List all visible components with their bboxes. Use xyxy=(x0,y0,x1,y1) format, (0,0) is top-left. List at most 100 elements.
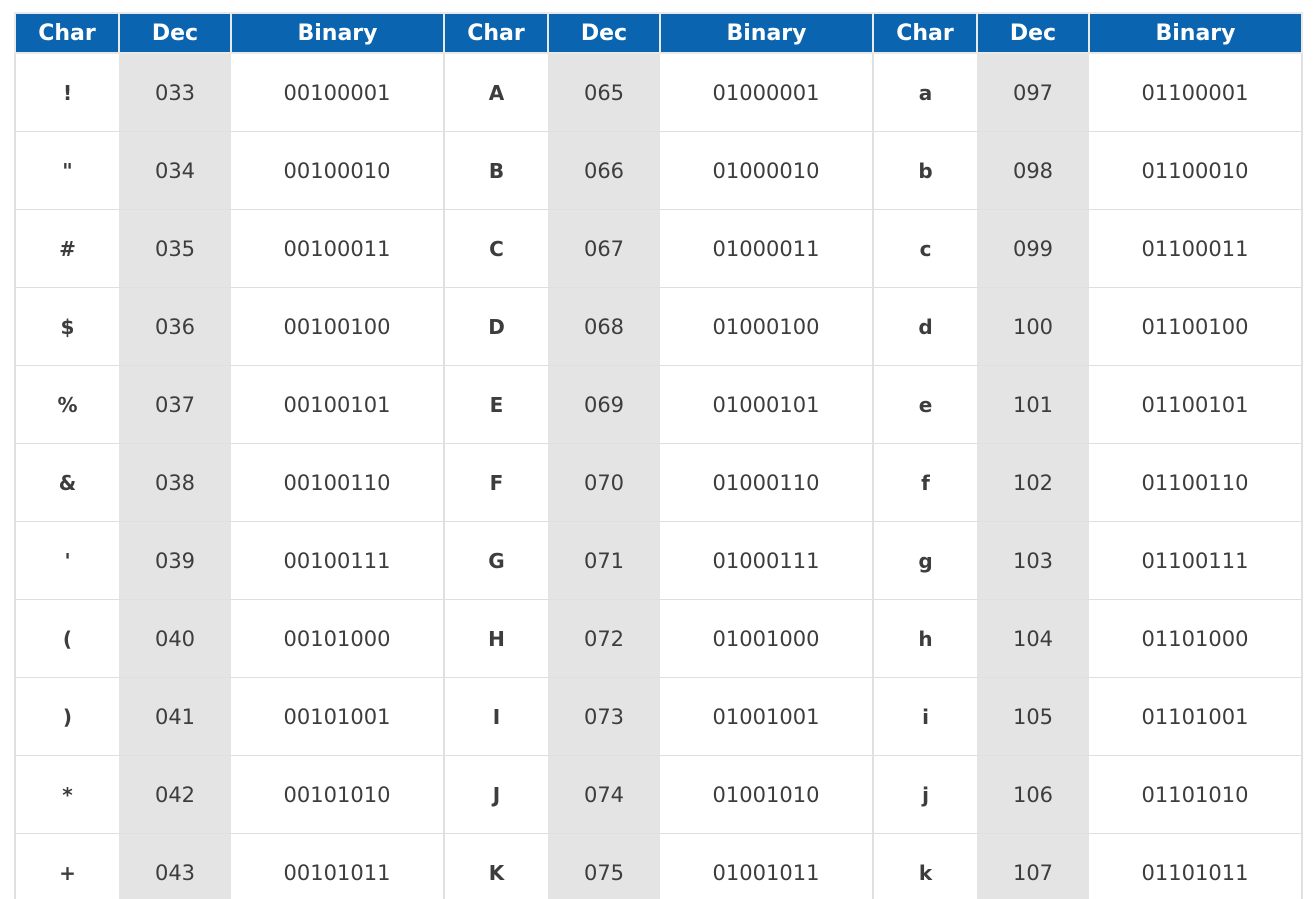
char-cell: ) xyxy=(14,677,119,756)
binary-cell: 01000101 xyxy=(660,365,874,444)
binary-cell: 00100110 xyxy=(231,443,445,522)
char-cell: F xyxy=(443,443,548,522)
char-cell: I xyxy=(443,677,548,756)
column-header-dec: Dec xyxy=(547,12,661,54)
decimal-cell: 040 xyxy=(119,599,231,678)
table-row: ! 033 00100001 A 065 01000001 a 097 01100001 xyxy=(14,52,1303,132)
char-cell: i xyxy=(872,677,977,756)
char-cell: J xyxy=(443,755,548,834)
char-cell: c xyxy=(872,209,977,288)
binary-cell: 01101010 xyxy=(1089,755,1303,834)
decimal-cell: 068 xyxy=(548,287,660,366)
decimal-cell: 036 xyxy=(119,287,231,366)
binary-cell: 00100001 xyxy=(231,52,445,132)
header-row: Char Dec Binary Char Dec Binary Char Dec Binary xyxy=(14,12,1303,54)
binary-cell: 01001010 xyxy=(660,755,874,834)
decimal-cell: 102 xyxy=(977,443,1089,522)
decimal-cell: 033 xyxy=(119,52,231,132)
decimal-cell: 038 xyxy=(119,443,231,522)
decimal-cell: 042 xyxy=(119,755,231,834)
char-cell: G xyxy=(443,521,548,600)
char-cell: h xyxy=(872,599,977,678)
binary-cell: 01100001 xyxy=(1089,52,1303,132)
table-row: +043 00101011 K 075 01001011 k 107 01101011 xyxy=(14,833,1303,899)
char-cell: # xyxy=(14,209,119,288)
char-cell: j xyxy=(872,755,977,834)
binary-cell: 00100101 xyxy=(231,365,445,444)
binary-cell: 00101001 xyxy=(231,677,445,756)
column-header-binary: Binary xyxy=(659,12,874,54)
char-cell: " xyxy=(14,131,119,210)
table-row: ' 039 00100111 G 071 01000111 g 103 01100111 xyxy=(14,521,1303,600)
binary-cell: 01000111 xyxy=(660,521,874,600)
decimal-cell: 104 xyxy=(977,599,1089,678)
binary-cell: 01100111 xyxy=(1089,521,1303,600)
binary-cell: 00101011 xyxy=(231,833,445,899)
char-cell: f xyxy=(872,443,977,522)
binary-cell: 01001001 xyxy=(660,677,874,756)
char-cell: + xyxy=(14,833,119,899)
char-cell: g xyxy=(872,521,977,600)
decimal-cell: 075 xyxy=(548,833,660,899)
table-row: * 042 00101010 J 074 01001010 j 106 01101010 xyxy=(14,755,1303,834)
char-cell: k xyxy=(872,833,977,899)
binary-cell: 01001011 xyxy=(660,833,874,899)
column-header-binary: Binary xyxy=(230,12,445,54)
decimal-cell: 107 xyxy=(977,833,1089,899)
column-header-char: Char xyxy=(14,12,120,54)
decimal-cell: 106 xyxy=(977,755,1089,834)
char-cell: H xyxy=(443,599,548,678)
binary-cell: 01100100 xyxy=(1089,287,1303,366)
char-cell: ! xyxy=(14,52,119,132)
column-header-char: Char xyxy=(443,12,549,54)
decimal-cell: 101 xyxy=(977,365,1089,444)
binary-cell: 00101010 xyxy=(231,755,445,834)
binary-cell: 01100011 xyxy=(1089,209,1303,288)
decimal-cell: 034 xyxy=(119,131,231,210)
binary-cell: 00100011 xyxy=(231,209,445,288)
decimal-cell: 069 xyxy=(548,365,660,444)
char-cell: b xyxy=(872,131,977,210)
decimal-cell: 074 xyxy=(548,755,660,834)
binary-cell: 01101000 xyxy=(1089,599,1303,678)
table-row: % 037 00100101 E 069 01000101 e 101 01100101 xyxy=(14,365,1303,444)
binary-cell: 01101011 xyxy=(1089,833,1303,899)
table-row: ) 041 00101001 I 073 01001001 i 105 01101001 xyxy=(14,677,1303,756)
char-cell: ( xyxy=(14,599,119,678)
binary-cell: 01100010 xyxy=(1089,131,1303,210)
char-cell: d xyxy=(872,287,977,366)
binary-cell: 00100111 xyxy=(231,521,445,600)
decimal-cell: 073 xyxy=(548,677,660,756)
binary-cell: 01000110 xyxy=(660,443,874,522)
ascii-binary-table: Char Dec Binary Char Dec Binary Char Dec Binary … xyxy=(14,12,1303,899)
char-cell: B xyxy=(443,131,548,210)
decimal-cell: 039 xyxy=(119,521,231,600)
char-cell: a xyxy=(872,52,977,132)
decimal-cell: 105 xyxy=(977,677,1089,756)
decimal-cell: 071 xyxy=(548,521,660,600)
binary-cell: 01101001 xyxy=(1089,677,1303,756)
decimal-cell: 066 xyxy=(548,131,660,210)
char-cell: A xyxy=(443,52,548,132)
table-row: $036 00100100 D 068 01000100 d 100 01100100 xyxy=(14,287,1303,366)
decimal-cell: 099 xyxy=(977,209,1089,288)
binary-cell: 01100110 xyxy=(1089,443,1303,522)
table-row: & 038 00100110 F 070 01000110 f 102 01100110 xyxy=(14,443,1303,522)
binary-cell: 01100101 xyxy=(1089,365,1303,444)
decimal-cell: 067 xyxy=(548,209,660,288)
table-row: #035 00100011 C 067 01000011 c 099 01100011 xyxy=(14,209,1303,288)
decimal-cell: 035 xyxy=(119,209,231,288)
decimal-cell: 103 xyxy=(977,521,1089,600)
decimal-cell: 037 xyxy=(119,365,231,444)
decimal-cell: 043 xyxy=(119,833,231,899)
binary-cell: 00100100 xyxy=(231,287,445,366)
char-cell: $ xyxy=(14,287,119,366)
column-header-binary: Binary xyxy=(1088,12,1303,54)
decimal-cell: 065 xyxy=(548,52,660,132)
decimal-cell: 070 xyxy=(548,443,660,522)
char-cell: ' xyxy=(14,521,119,600)
binary-cell: 01000010 xyxy=(660,131,874,210)
binary-cell: 00100010 xyxy=(231,131,445,210)
binary-cell: 01000001 xyxy=(660,52,874,132)
char-cell: E xyxy=(443,365,548,444)
